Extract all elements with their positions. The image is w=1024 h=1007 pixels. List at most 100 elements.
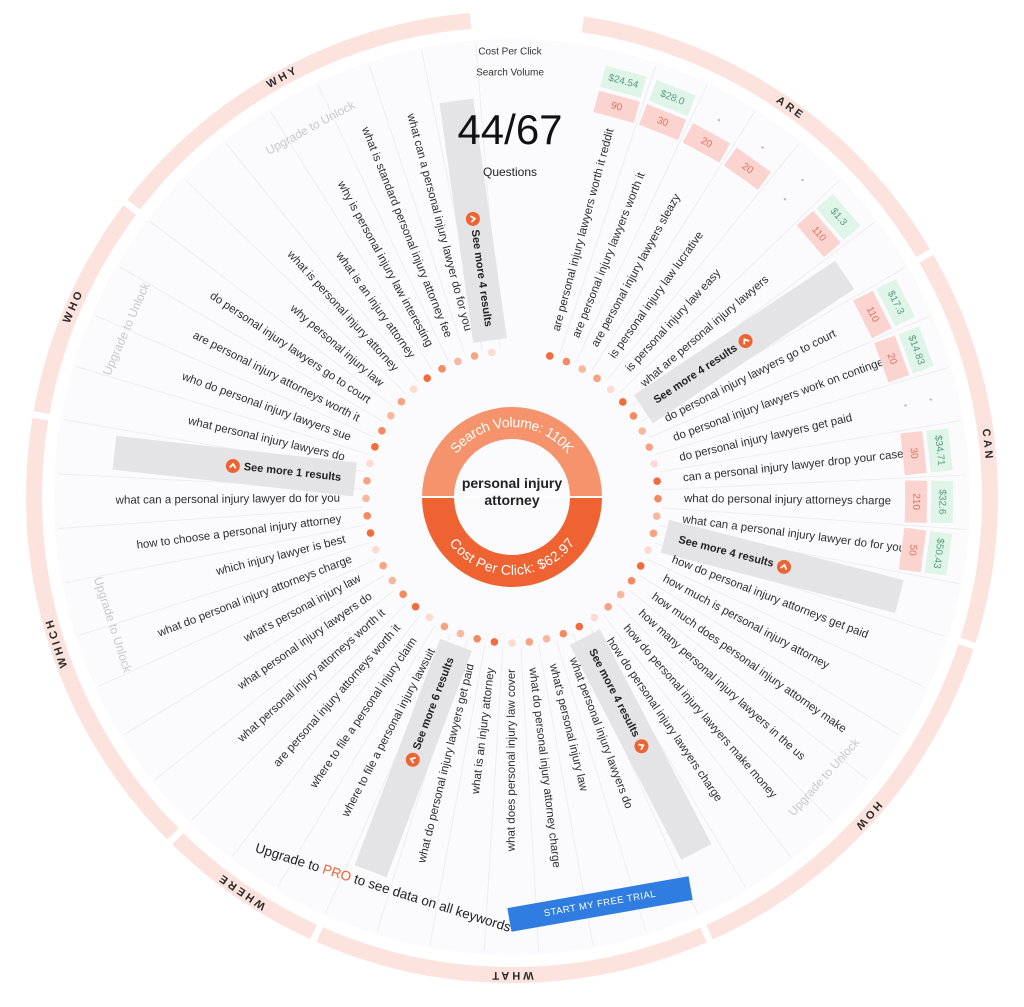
see-more-chevron[interactable]	[229, 462, 237, 469]
section-ring	[316, 927, 707, 983]
see-more-icon[interactable]	[225, 458, 240, 473]
question-count-label: Questions	[483, 165, 537, 179]
spoke-separator	[655, 366, 949, 455]
spoke-separator	[185, 179, 405, 393]
volume-dot	[425, 613, 434, 622]
volume-badge: 20	[682, 123, 731, 163]
section-label: CAN	[980, 428, 995, 462]
volume-badge-value: 50	[906, 544, 918, 557]
volume-dot	[372, 545, 380, 554]
spoke-separator	[191, 603, 407, 821]
see-more-row[interactable]: See more 4 results	[439, 98, 507, 343]
section-label: WHO	[61, 287, 86, 325]
see-more-chevron[interactable]	[638, 743, 645, 751]
see-more-icon[interactable]	[736, 331, 755, 350]
cpc-badge	[929, 398, 933, 401]
volume-dot	[366, 459, 374, 468]
volume-dot	[473, 634, 481, 643]
spoke-separator	[619, 180, 840, 394]
volume-dot	[627, 577, 636, 585]
volume-badge-box	[898, 527, 927, 573]
spoke-separator	[94, 314, 375, 438]
volume-dot	[593, 374, 601, 383]
volume-dot	[629, 412, 638, 420]
volume-badge-box	[682, 123, 731, 163]
volume-dot	[366, 529, 375, 537]
question-row: what can a personal injury lawyer do for…	[115, 493, 340, 507]
cpc-badge: $17.3	[876, 279, 915, 327]
spoke-separator	[639, 575, 900, 736]
volume-badge-value: 210	[910, 493, 921, 510]
volume-dot	[386, 411, 395, 420]
cpc-badge-box	[600, 65, 647, 98]
see-more-chevron[interactable]	[470, 215, 477, 223]
cpc-legend: Cost Per Click	[478, 47, 542, 58]
volume-badge-value: 20	[884, 352, 898, 367]
spoke-separator	[123, 574, 385, 736]
volume-dot	[619, 398, 627, 406]
volume-badge-value: 30	[907, 447, 919, 460]
spoke-separator	[149, 220, 393, 407]
cpc-badge: $24.54	[600, 65, 647, 98]
see-more-icon[interactable]	[775, 558, 792, 575]
question-row: what do personal injury attorneys charge	[683, 493, 891, 507]
cpc-badge-box	[924, 531, 952, 576]
spoke-separator	[629, 589, 869, 781]
spoke-separator	[555, 640, 647, 932]
section-ring	[127, 12, 472, 210]
cpc-ring	[422, 497, 602, 587]
volume-dot	[379, 561, 387, 570]
spoke-separator	[58, 506, 363, 529]
cpc-badge	[761, 146, 764, 149]
cpc-badge: $1.3	[816, 193, 861, 241]
cpc-badge-empty	[801, 178, 804, 182]
see-more-icon[interactable]	[465, 211, 481, 227]
volume-badge: 90	[593, 90, 640, 123]
volume-dot	[644, 546, 652, 554]
volume-badge: 110	[796, 210, 841, 258]
volume-dot	[397, 397, 406, 406]
see-more-row[interactable]: See more 1 results	[112, 435, 357, 497]
volume-dot	[371, 443, 379, 451]
volume-badge: 20	[874, 335, 910, 383]
volume-ring	[422, 407, 602, 497]
volume-badge-box	[900, 431, 927, 476]
volume-badge-box	[796, 210, 841, 258]
spoke-separator	[520, 646, 540, 952]
section-label: WHAT	[489, 969, 533, 981]
volume-dot	[362, 494, 370, 503]
volume-badge-box	[723, 147, 771, 190]
trial-button-bg[interactable]	[507, 876, 693, 932]
section-ring	[919, 254, 998, 643]
volume-dot	[388, 576, 397, 585]
spoke-separator	[661, 507, 966, 530]
spoke-separator	[78, 542, 370, 636]
volume-badge: 50	[898, 527, 927, 573]
volume-dot	[578, 365, 587, 373]
spoke-separator	[317, 85, 449, 362]
volume-dot	[638, 427, 647, 435]
cpc-badge-box	[930, 480, 954, 524]
volume-dot	[363, 477, 371, 485]
cpc-badge-value: $34.71	[932, 435, 946, 467]
see-more-icon[interactable]	[632, 737, 651, 756]
see-more-icon[interactable]	[404, 751, 422, 769]
volume-badge-box	[904, 480, 928, 523]
volume-badge-value: 90	[610, 100, 624, 114]
see-more-chevron[interactable]	[742, 338, 750, 345]
volume-badge-value: 30	[655, 115, 670, 130]
volume-dot	[649, 529, 658, 538]
see-more-chevron[interactable]	[409, 756, 416, 764]
volume-dot	[525, 638, 534, 646]
volume-badge	[904, 404, 907, 407]
volume-dot	[616, 590, 625, 599]
volume-dot	[508, 639, 516, 647]
spoke-separator	[225, 142, 419, 381]
see-more-chevron[interactable]	[780, 563, 788, 570]
volume-dot	[606, 385, 615, 394]
cpc-badge: $14.83	[898, 326, 934, 374]
volume-badge: 210	[904, 480, 928, 523]
cpc-badge-value: $32.6	[936, 489, 947, 515]
